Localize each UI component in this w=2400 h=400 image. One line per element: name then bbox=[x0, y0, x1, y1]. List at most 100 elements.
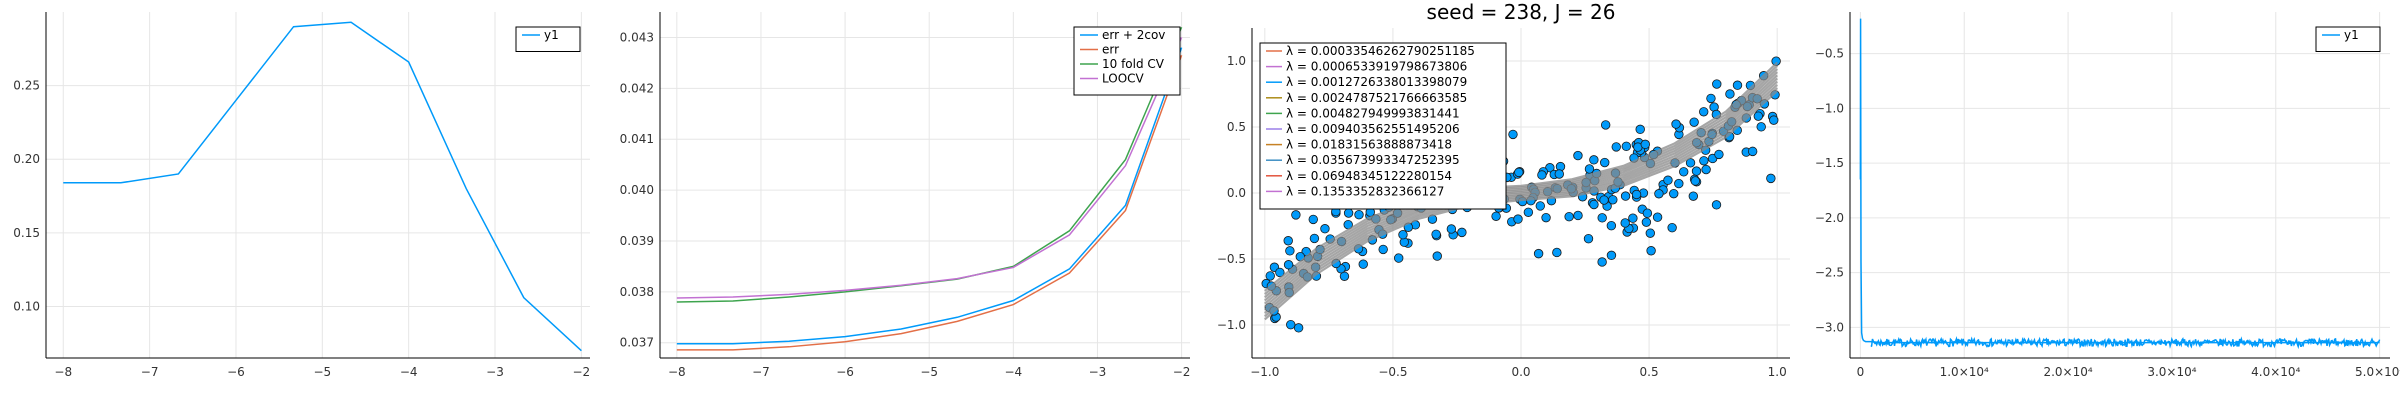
plot-area bbox=[1859, 18, 2381, 350]
data-point bbox=[1291, 210, 1301, 220]
data-point bbox=[1620, 218, 1630, 228]
x-tick-label: −3 bbox=[486, 365, 504, 379]
x-tick-label: −1.0 bbox=[1250, 365, 1279, 379]
x-tick-label: −3 bbox=[1089, 365, 1107, 379]
data-point bbox=[1691, 166, 1702, 176]
data-point bbox=[1320, 224, 1330, 234]
x-tick-label: −8 bbox=[668, 365, 686, 379]
data-point bbox=[1398, 229, 1408, 240]
data-point bbox=[1293, 323, 1304, 333]
data-point bbox=[1645, 228, 1655, 238]
cv-comparison-panel: −8 −7 −6 −5 −4 −3 −2 0.037 0.038 0.039 0.040 0.041 0… bbox=[620, 12, 1191, 379]
series-noise-line bbox=[1870, 336, 2381, 350]
x-tick-label: 2.0×10⁴ bbox=[2043, 365, 2092, 379]
data-point bbox=[1573, 210, 1583, 221]
loss-curve-panel: −8 −7 −6 −5 −4 −3 −2 0.10 0.15 0.20 0.25 y1 bbox=[13, 12, 590, 379]
data-point bbox=[1600, 120, 1611, 130]
y-tick-label: 1.0 bbox=[1227, 54, 1246, 68]
data-point bbox=[1679, 167, 1689, 177]
data-point bbox=[1514, 167, 1524, 178]
data-point bbox=[1667, 222, 1677, 233]
x-tick-label: −7 bbox=[141, 365, 159, 379]
data-point bbox=[1621, 141, 1632, 152]
legend-label: λ = 0.06948345122280154 bbox=[1286, 169, 1452, 183]
y-tick-label: 0.038 bbox=[620, 285, 654, 299]
data-point bbox=[1688, 191, 1699, 201]
legend-box bbox=[1073, 26, 1181, 96]
data-point bbox=[1265, 271, 1275, 281]
data-point bbox=[1537, 170, 1547, 180]
legend-label: λ = 0.1353352832366127 bbox=[1286, 184, 1444, 198]
y-tick-label: 0.037 bbox=[620, 336, 654, 350]
fit-curve-line bbox=[1264, 68, 1778, 299]
y-tick-label: 0.042 bbox=[620, 81, 654, 95]
legend-label: λ = 0.009403562551495206 bbox=[1286, 122, 1460, 136]
data-point bbox=[1641, 217, 1652, 227]
data-point bbox=[1712, 79, 1722, 89]
data-point bbox=[1706, 93, 1716, 104]
data-point bbox=[1554, 169, 1564, 179]
series-line bbox=[676, 37, 1183, 299]
y-tick-label: −0.5 bbox=[1815, 47, 1844, 61]
x-tick-label: −4 bbox=[1004, 365, 1022, 379]
data-point bbox=[1769, 115, 1779, 125]
data-point bbox=[1725, 89, 1735, 99]
legend-label: y1 bbox=[2344, 28, 2359, 42]
x-tick-label: −5 bbox=[313, 365, 331, 379]
data-point bbox=[1690, 176, 1701, 186]
data-point bbox=[1533, 248, 1544, 259]
legend-label: err + 2cov bbox=[1102, 28, 1165, 42]
legend-label: λ = 0.004827949993831441 bbox=[1286, 106, 1460, 120]
y-tick-label: 0.25 bbox=[13, 79, 40, 93]
data-point bbox=[1573, 150, 1583, 161]
data-point bbox=[1584, 164, 1595, 174]
x-tick-label: 1.0 bbox=[1768, 365, 1787, 379]
y-tick-label: −0.5 bbox=[1217, 252, 1246, 266]
data-point bbox=[1635, 124, 1645, 135]
y-tick-label: −2.0 bbox=[1815, 211, 1844, 225]
data-point bbox=[1671, 119, 1681, 129]
data-point bbox=[1309, 233, 1320, 244]
data-point bbox=[1640, 139, 1650, 150]
y-tick-label: 0.20 bbox=[13, 152, 40, 166]
data-point bbox=[1508, 129, 1518, 140]
data-point bbox=[1711, 200, 1722, 210]
fit-curve-line bbox=[1264, 90, 1778, 321]
legend-label: err bbox=[1102, 43, 1119, 57]
data-point bbox=[1701, 164, 1711, 175]
data-point bbox=[1699, 156, 1709, 166]
data-point bbox=[1631, 189, 1642, 200]
training-trace-panel: 0 1.0×10⁴ 2.0×10⁴ 3.0×10⁴ 4.0×10⁴ 5.0×10⁴ −3.0… bbox=[1815, 12, 2400, 379]
legend-label: λ = 0.0006533919798673806 bbox=[1286, 60, 1467, 74]
fit-curve-line bbox=[1264, 80, 1778, 311]
fit-curve-line bbox=[1264, 61, 1778, 292]
data-point bbox=[1689, 117, 1699, 127]
x-tick-label: 0 bbox=[1857, 365, 1865, 379]
x-tick-label: −2 bbox=[1173, 365, 1191, 379]
x-tick-label: 0.0 bbox=[1511, 365, 1530, 379]
data-point bbox=[1685, 158, 1696, 168]
x-tick-label: 0.5 bbox=[1640, 365, 1659, 379]
x-tick-label: −0.5 bbox=[1378, 365, 1407, 379]
data-point bbox=[1283, 260, 1294, 270]
data-point bbox=[1589, 155, 1599, 165]
chart-title: seed = 238, J = 26 bbox=[1427, 0, 1616, 24]
series-line bbox=[1859, 18, 2380, 344]
series-line bbox=[676, 54, 1183, 351]
fit-curve-line bbox=[1264, 71, 1778, 302]
data-point bbox=[1756, 122, 1766, 132]
legend-label: λ = 0.0024787521766663585 bbox=[1286, 91, 1467, 105]
series-line bbox=[63, 21, 582, 352]
y-tick-label: 0.043 bbox=[620, 30, 654, 44]
y-tick-label: 0.10 bbox=[13, 299, 40, 313]
data-point bbox=[1699, 107, 1709, 117]
data-point bbox=[1354, 209, 1364, 220]
data-point bbox=[1620, 191, 1631, 201]
y-tick-label: 0.0 bbox=[1227, 186, 1246, 200]
legend-box bbox=[515, 26, 581, 52]
data-point bbox=[1714, 149, 1724, 160]
data-point bbox=[1628, 213, 1638, 223]
data-point bbox=[1541, 212, 1551, 223]
data-point bbox=[1308, 214, 1318, 225]
legend-label: λ = 0.035673993347252395 bbox=[1286, 153, 1460, 167]
